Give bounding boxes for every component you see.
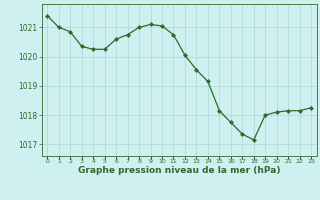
X-axis label: Graphe pression niveau de la mer (hPa): Graphe pression niveau de la mer (hPa) (78, 166, 280, 175)
